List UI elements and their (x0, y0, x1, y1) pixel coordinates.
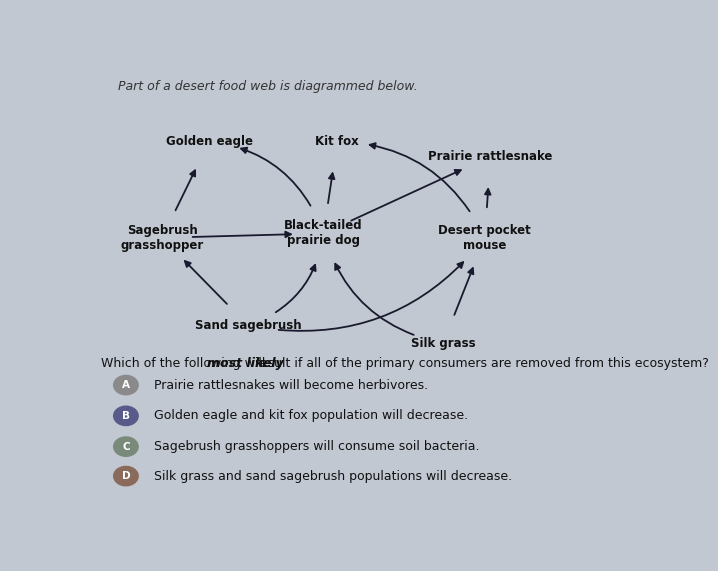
Text: Sand sagebrush: Sand sagebrush (195, 319, 302, 332)
Text: Silk grass and sand sagebrush populations will decrease.: Silk grass and sand sagebrush population… (154, 469, 512, 482)
Circle shape (113, 375, 138, 395)
Text: Sagebrush
grasshopper: Sagebrush grasshopper (121, 224, 204, 252)
Text: Kit fox: Kit fox (315, 135, 359, 147)
Text: D: D (121, 471, 130, 481)
Text: Prairie rattlesnake: Prairie rattlesnake (428, 150, 553, 163)
Text: Desert pocket
mouse: Desert pocket mouse (439, 224, 531, 252)
Text: A: A (122, 380, 130, 390)
Text: Which of the following will: Which of the following will (101, 356, 269, 369)
Text: result if all of the primary consumers are removed from this ecosystem?: result if all of the primary consumers a… (251, 356, 709, 369)
Text: Prairie rattlesnakes will become herbivores.: Prairie rattlesnakes will become herbivo… (154, 379, 428, 392)
Circle shape (113, 467, 138, 486)
Text: C: C (122, 441, 130, 452)
Circle shape (113, 406, 138, 425)
Text: Part of a desert food web is diagrammed below.: Part of a desert food web is diagrammed … (118, 79, 417, 93)
Circle shape (113, 437, 138, 456)
Text: B: B (122, 411, 130, 421)
Text: most likely: most likely (207, 356, 284, 369)
Text: Sagebrush grasshoppers will consume soil bacteria.: Sagebrush grasshoppers will consume soil… (154, 440, 479, 453)
Text: Silk grass: Silk grass (411, 337, 475, 350)
Text: Black-tailed
prairie dog: Black-tailed prairie dog (284, 219, 363, 247)
Text: Golden eagle and kit fox population will decrease.: Golden eagle and kit fox population will… (154, 409, 468, 423)
Text: Golden eagle: Golden eagle (166, 135, 253, 147)
